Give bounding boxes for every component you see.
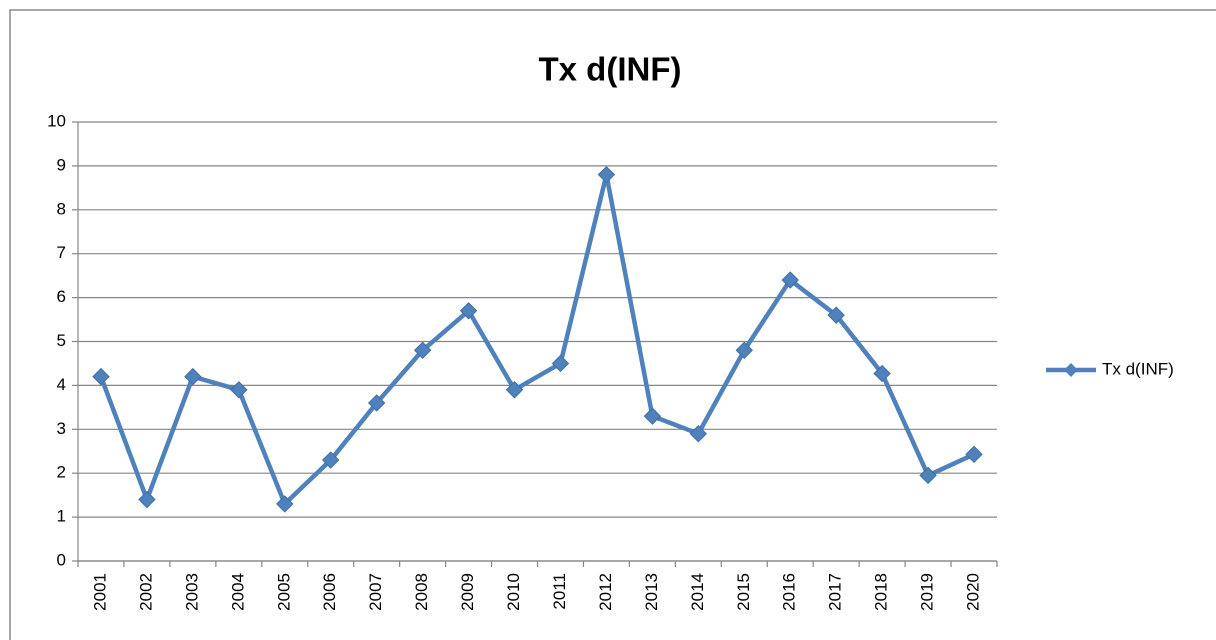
y-tick-label: 6 [57,287,66,306]
x-tick-label: 2003 [182,573,201,611]
x-tick-label: 2013 [642,573,661,611]
y-tick-label: 5 [57,331,66,350]
marker [919,466,937,485]
marker [322,451,340,469]
marker [367,394,386,412]
x-tick-label: 2010 [504,573,523,611]
marker [643,407,662,425]
chart-title: Tx d(INF) [539,51,682,88]
x-tick-label: 2017 [826,573,845,611]
marker [230,381,248,399]
marker [276,495,294,513]
x-tick-label: 2018 [872,573,891,611]
x-tick-label: 2015 [734,573,753,611]
y-tick-label: 9 [57,155,66,174]
marker [735,341,753,359]
y-tick-label: 1 [57,507,66,526]
y-tick-label: 10 [47,111,66,130]
x-tick-label: 2006 [320,573,339,611]
y-tick-label: 3 [57,419,66,438]
x-tick-label: 2016 [780,573,799,611]
y-tick-label: 4 [57,375,66,394]
x-tick-label: 2009 [458,573,477,611]
marker [138,490,156,509]
marker [505,381,524,399]
x-tick-label: 2001 [90,573,109,611]
marker [413,341,432,359]
chart-frame [9,9,1216,640]
y-tick-label: 0 [57,550,66,569]
x-tick-label: 2012 [596,573,615,611]
marker [459,302,478,320]
x-tick-label: 2019 [918,573,937,611]
marker [184,367,202,386]
y-tick-label: 8 [57,199,66,218]
legend-label: Tx d(INF) [1102,359,1174,378]
marker [551,354,570,373]
x-tick-label: 2002 [136,573,155,611]
marker [781,271,799,289]
marker [965,445,983,464]
x-tick-label: 2004 [228,573,247,611]
y-tick-label: 7 [57,243,66,262]
marker [827,306,845,324]
marker [92,367,110,386]
x-tick-label: 2005 [274,573,293,611]
x-tick-label: 2020 [964,573,983,611]
x-tick-label: 2008 [412,573,431,611]
marker [689,424,708,443]
y-tick-label: 2 [57,463,66,482]
marker [597,165,616,184]
series-line [98,172,975,507]
x-tick-label: 2007 [366,573,385,611]
marker [873,364,891,383]
x-tick-label: 2011 [550,573,569,610]
x-tick-label: 2014 [688,573,707,611]
legend-marker [1064,363,1078,377]
